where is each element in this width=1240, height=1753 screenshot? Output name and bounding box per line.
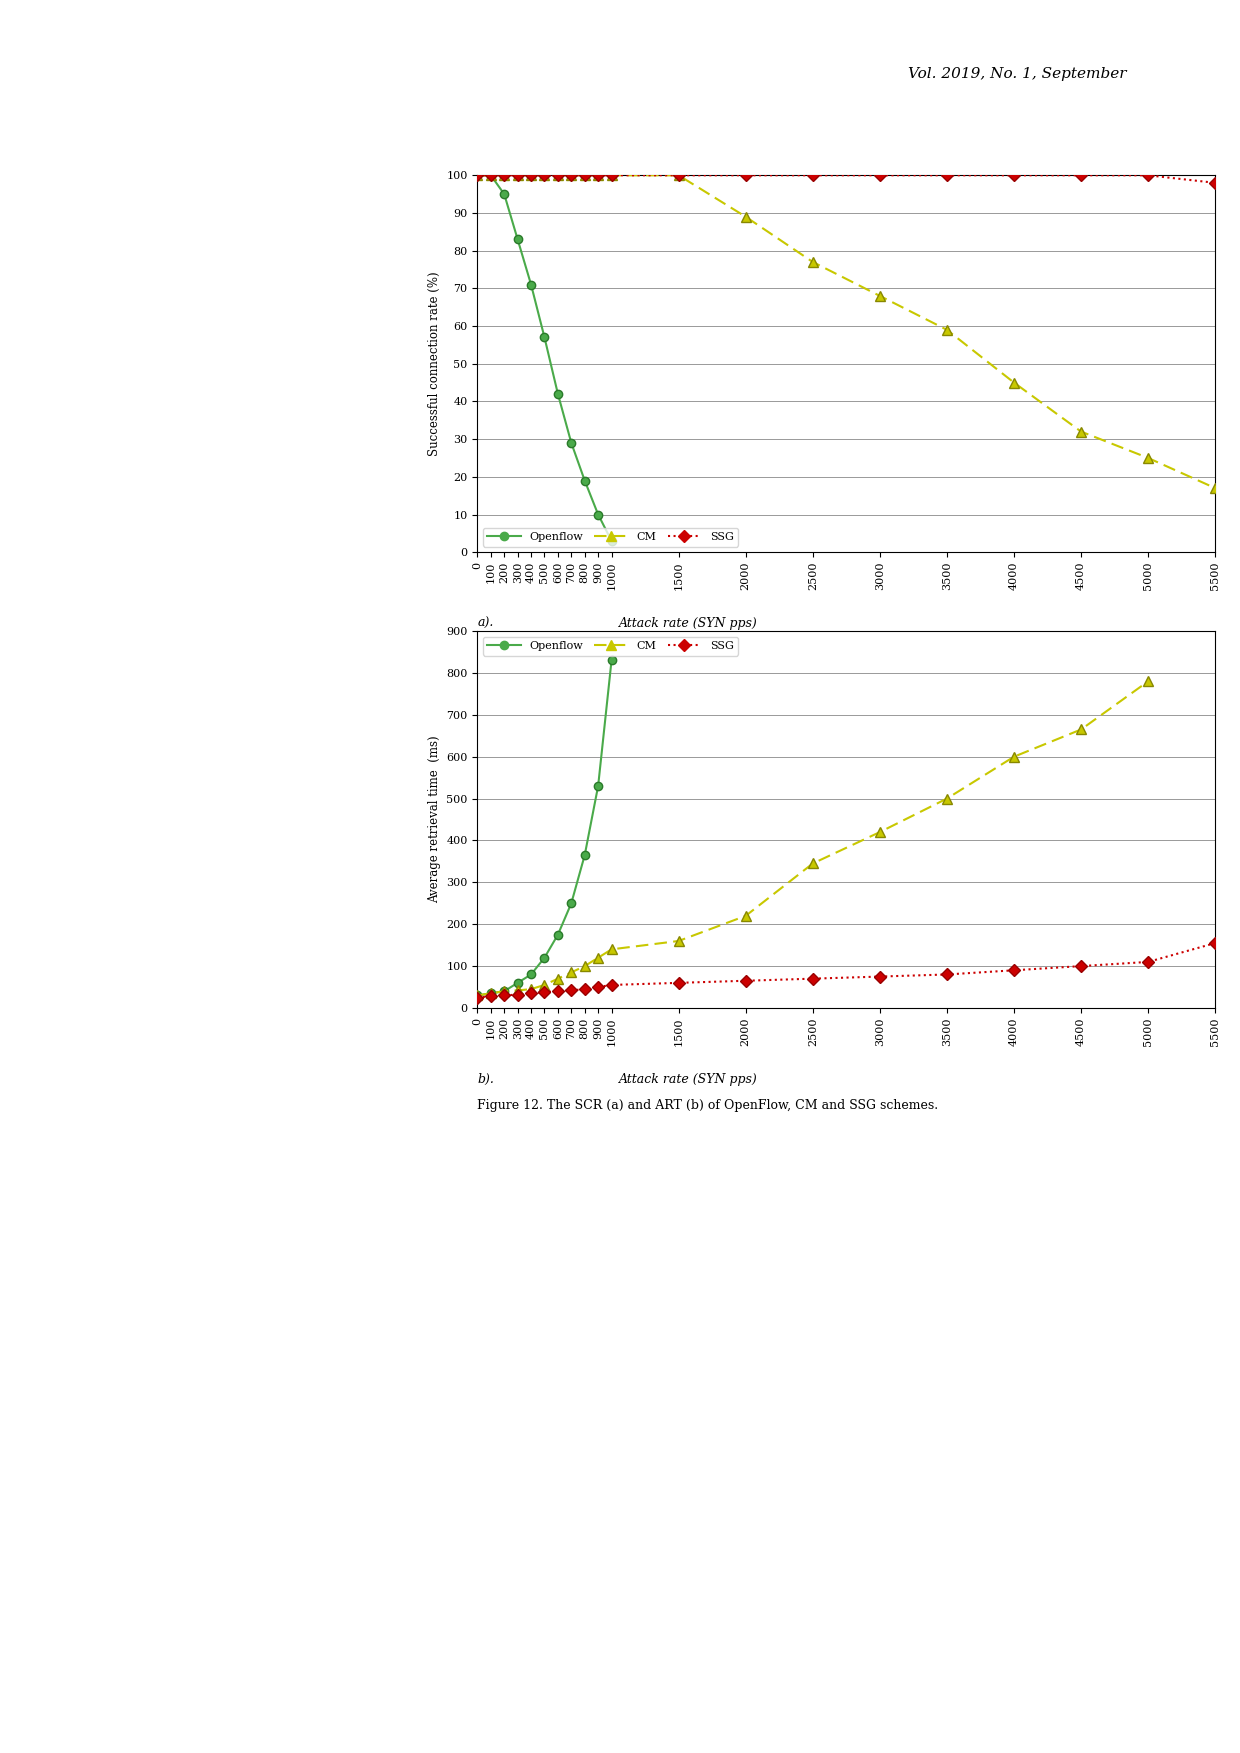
Text: Attack rate (SYN pps): Attack rate (SYN pps): [619, 617, 758, 629]
Text: Figure 12. The SCR (a) and ART (b) of OpenFlow, CM and SSG schemes.: Figure 12. The SCR (a) and ART (b) of Op…: [477, 1099, 939, 1111]
Text: b).: b).: [477, 1073, 495, 1085]
Text: a).: a).: [477, 617, 494, 629]
Legend: Openflow, CM, SSG: Openflow, CM, SSG: [482, 636, 738, 656]
Y-axis label: Average retrieval time  (ms): Average retrieval time (ms): [428, 736, 440, 903]
Legend: Openflow, CM, SSG: Openflow, CM, SSG: [482, 528, 738, 547]
Text: Vol. 2019, No. 1, September: Vol. 2019, No. 1, September: [908, 67, 1126, 81]
Y-axis label: Successful connection rate (%): Successful connection rate (%): [428, 272, 440, 456]
Text: Attack rate (SYN pps): Attack rate (SYN pps): [619, 1073, 758, 1085]
